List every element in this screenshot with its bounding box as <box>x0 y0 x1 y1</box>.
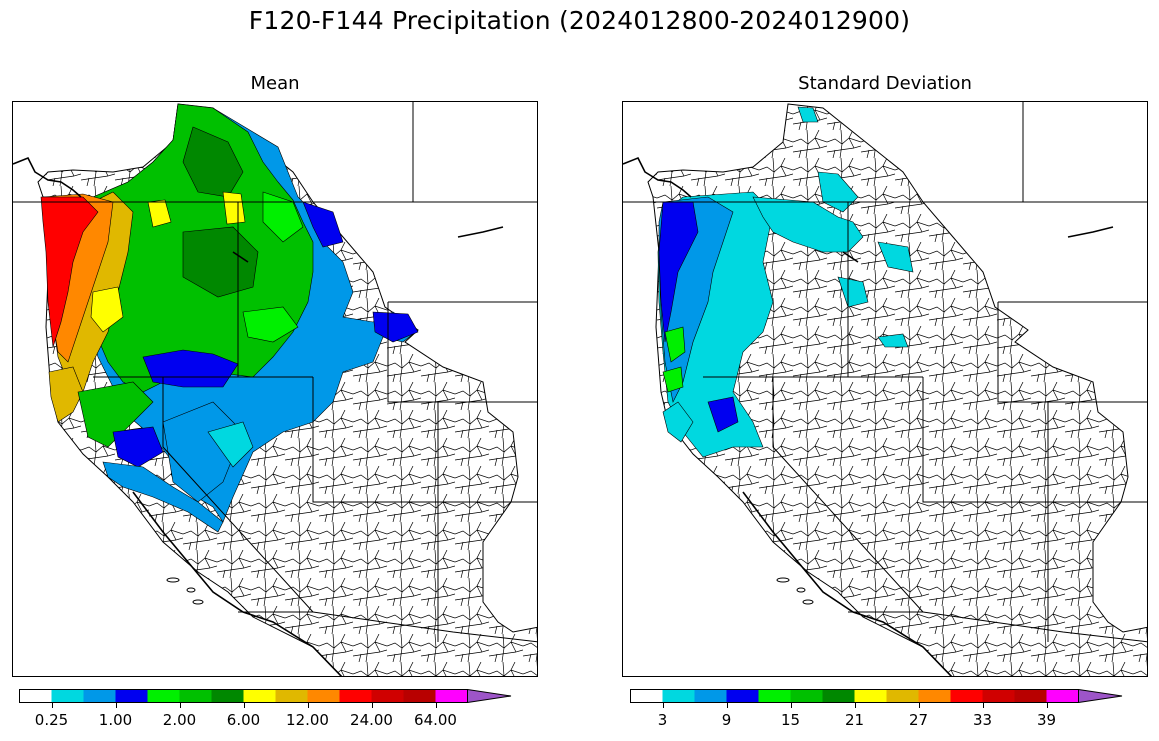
stddev-color-segment <box>1014 689 1047 703</box>
stddev-color-segment <box>790 689 823 703</box>
mean-color-segment <box>211 689 244 703</box>
mean-color-segment <box>51 689 84 703</box>
stddev-color-segment <box>662 689 695 703</box>
stddev-map-graphic <box>623 102 1147 676</box>
mean-color-segment <box>115 689 148 703</box>
stddev-color-segment <box>918 689 951 703</box>
mean-tick-mark <box>371 703 373 708</box>
precip-fill-stddev <box>657 106 914 458</box>
islands <box>776 577 814 605</box>
stddev-tick-label: 15 <box>780 711 801 729</box>
stddev-tick-mark <box>662 703 664 708</box>
coastline <box>13 156 504 676</box>
stddev-tick-label: 27 <box>908 711 929 729</box>
stddev-tick-label: 39 <box>1036 711 1057 729</box>
stddev-colorbar <box>630 689 1123 703</box>
precip-fill-mean <box>40 103 419 533</box>
stddev-tick-mark <box>790 703 792 708</box>
mean-panel-title: Mean <box>250 73 300 94</box>
islands <box>166 577 204 605</box>
mean-color-segment <box>307 689 340 703</box>
stddev-color-segment <box>758 689 791 703</box>
stddev-color-segment <box>886 689 919 703</box>
mean-color-segment <box>243 689 276 703</box>
mean-colorbar-outline <box>19 689 468 703</box>
stddev-tick-mark <box>726 703 728 708</box>
stddev-map <box>622 101 1148 677</box>
stddev-colorbar-outline <box>630 689 1079 703</box>
stddev-tick-label: 33 <box>972 711 993 729</box>
mean-color-segment <box>147 689 180 703</box>
mean-color-segment <box>339 689 372 703</box>
land-basins <box>647 103 1147 676</box>
mean-extend-arrow <box>467 689 512 703</box>
mean-tick-label: 24.00 <box>350 711 393 729</box>
stddev-color-segment <box>822 689 855 703</box>
mean-color-segment <box>435 689 468 703</box>
mean-tick-mark <box>115 703 117 708</box>
stddev-color-segment <box>630 689 663 703</box>
mean-map-graphic <box>13 102 537 676</box>
mean-tick-label: 0.25 <box>34 711 69 729</box>
mean-map <box>12 101 538 677</box>
mean-tick-label: 64.00 <box>414 711 457 729</box>
mean-tick-label: 12.00 <box>286 711 329 729</box>
stddev-color-segment <box>982 689 1015 703</box>
stddev-tick-mark <box>1046 703 1048 708</box>
mean-tick-label: 2.00 <box>162 711 197 729</box>
mean-color-segment <box>371 689 404 703</box>
mean-tick-mark <box>435 703 437 708</box>
stddev-color-segment <box>1046 689 1079 703</box>
stddev-color-segment <box>950 689 983 703</box>
mean-colorbar <box>19 689 512 703</box>
stddev-color-segment <box>694 689 727 703</box>
stddev-tick-label: 21 <box>844 711 865 729</box>
stddev-extend-arrow <box>1078 689 1123 703</box>
mean-tick-label: 1.00 <box>98 711 133 729</box>
figure-title: F120-F144 Precipitation (2024012800-2024… <box>248 6 911 35</box>
stddev-color-segment <box>726 689 759 703</box>
stddev-tick-mark <box>854 703 856 708</box>
mean-tick-label: 6.00 <box>226 711 261 729</box>
stddev-tick-label: 3 <box>657 711 668 729</box>
stddev-tick-mark <box>982 703 984 708</box>
state-borders <box>13 102 537 643</box>
mean-tick-mark <box>307 703 309 708</box>
stddev-tick-mark <box>918 703 920 708</box>
state-borders <box>623 102 1147 643</box>
mean-color-segment <box>403 689 436 703</box>
mean-color-segment <box>83 689 116 703</box>
mean-tick-mark <box>51 703 53 708</box>
mean-tick-mark <box>179 703 181 708</box>
mean-color-segment <box>19 689 52 703</box>
stddev-tick-label: 9 <box>721 711 732 729</box>
stddev-panel-title: Standard Deviation <box>798 73 972 94</box>
stddev-color-segment <box>854 689 887 703</box>
mean-tick-mark <box>243 703 245 708</box>
coastline <box>623 156 1114 676</box>
mean-color-segment <box>275 689 308 703</box>
mean-color-segment <box>179 689 212 703</box>
